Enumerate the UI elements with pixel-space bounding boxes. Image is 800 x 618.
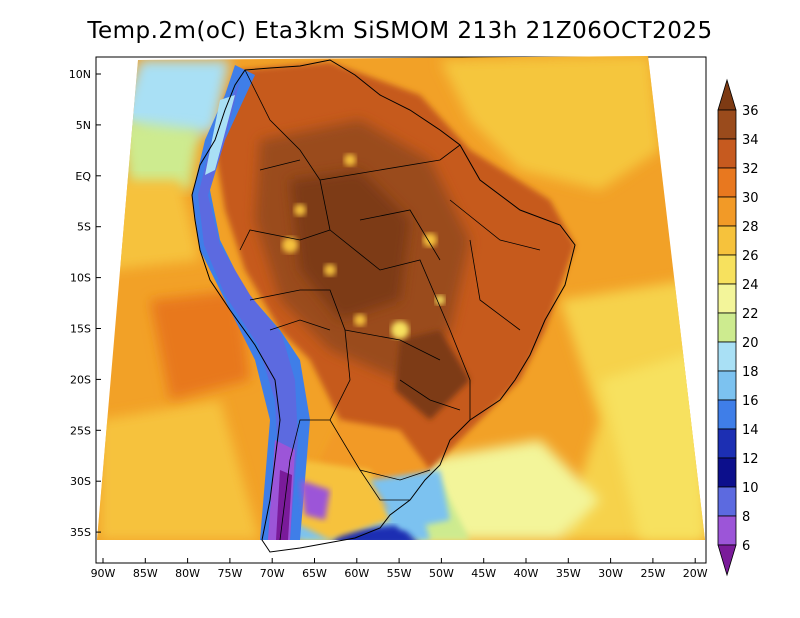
lon-tick-label: 40W [514,567,539,580]
colorbar-segment [717,167,737,198]
colorbar-segment [717,196,737,227]
colorbar-segment [717,109,737,140]
colorbar-segment [717,341,737,372]
colorbar-label: 10 [742,481,759,496]
lon-tick-label: 75W [217,567,242,580]
lon-tick-label: 20W [683,567,708,580]
colorbar-label: 32 [742,162,759,177]
colorbar-label: 22 [742,307,759,322]
colorbar-label: 18 [742,365,759,380]
lat-tick-label: EQ [75,170,91,183]
colorbar-label: 30 [742,191,759,206]
colorbar-label: 12 [742,452,759,467]
coastline [191,59,576,553]
colorbar-label: 8 [742,510,750,525]
lat-tick-label: 35S [70,526,91,539]
lon-axis: 90W 85W 80W 75W 70W 65W 60W 55W 50W 45W 40W 35W 30W 2… [91,558,708,580]
lat-tick-label: 5S [77,221,91,234]
colorbar-segment [717,225,737,256]
colorbar-label: 36 [742,104,759,119]
lon-tick-label: 60W [344,567,369,580]
colorbar-segment [717,370,737,401]
lon-tick-label: 55W [387,567,412,580]
colorbar-segment [717,254,737,285]
colorbar-label: 26 [742,249,759,264]
lat-tick-label: 5N [76,119,91,132]
lat-tick-label: 15S [70,323,91,336]
colorbar-segment [717,457,737,488]
lon-tick-label: 30W [598,567,623,580]
colorbar-segment [717,312,737,343]
colorbar-segment [717,515,737,546]
colorbar-segment [717,399,737,430]
colorbar-bottom-arrow [717,544,737,577]
colorbar-segment [717,428,737,459]
temperature-field [97,56,705,540]
lon-tick-label: 50W [429,567,454,580]
lat-tick-label: 30S [70,475,91,488]
political-borders [239,69,541,541]
lat-tick-label: 10S [70,272,91,285]
lon-tick-label: 45W [471,567,496,580]
lon-tick-label: 65W [302,567,327,580]
lon-tick-label: 80W [175,567,200,580]
lat-tick-label: 25S [70,424,91,437]
colorbar-label: 28 [742,220,759,235]
colorbar-top-arrow [717,78,737,111]
colorbar: 36 34 32 30 28 26 24 22 20 18 16 14 12 10 8 6 [717,78,759,577]
colorbar-label: 6 [742,539,750,554]
lon-tick-label: 35W [556,567,581,580]
lat-axis: 10N 5N EQ 5S 10S 15S 20S 25S 30S 35S [69,68,101,539]
colorbar-label: 34 [742,133,759,148]
colorbar-segment [717,283,737,314]
map-title: Temp.2m(oC) Eta3km SiSMOM 213h 21Z06OCT2… [87,18,713,44]
colorbar-segment [717,486,737,517]
colorbar-label: 20 [742,336,759,351]
lat-tick-label: 20S [70,373,91,386]
colorbar-segment [717,138,737,169]
lat-tick-label: 10N [69,68,91,81]
colorbar-label: 16 [742,394,759,409]
lon-tick-label: 25W [640,567,665,580]
lon-tick-label: 70W [260,567,285,580]
colorbar-label: 14 [742,423,759,438]
lon-tick-label: 85W [133,567,158,580]
lon-tick-label: 90W [91,567,116,580]
colorbar-label: 24 [742,278,759,293]
